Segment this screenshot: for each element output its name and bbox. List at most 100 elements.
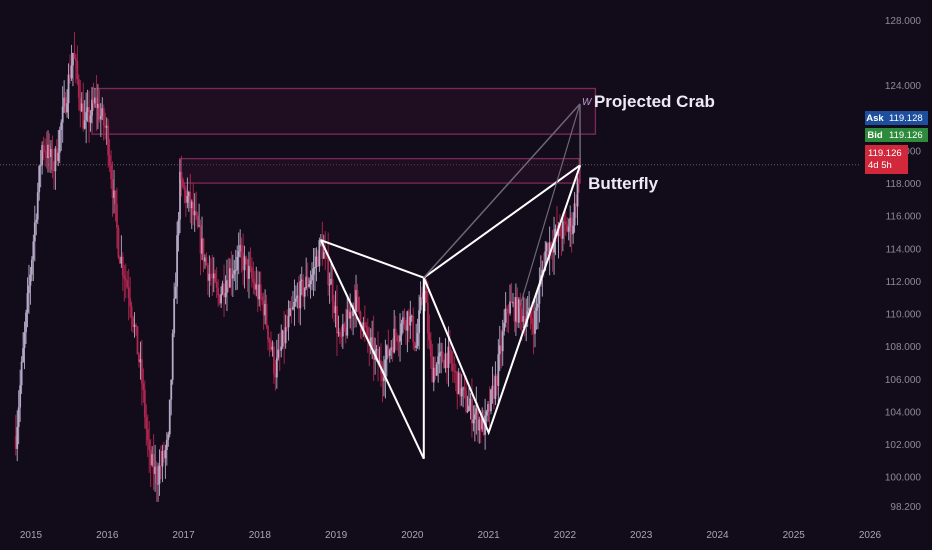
candle-body bbox=[280, 346, 283, 351]
candle-body bbox=[362, 322, 365, 332]
candle-body bbox=[324, 251, 327, 253]
candle-body bbox=[497, 354, 500, 386]
x-tick-label: 2017 bbox=[172, 530, 195, 541]
candle-body bbox=[399, 335, 401, 342]
candle-body bbox=[473, 414, 476, 420]
x-tick-label: 2016 bbox=[96, 530, 119, 541]
candle-body bbox=[410, 315, 413, 317]
candle-body bbox=[569, 217, 572, 227]
candle-body bbox=[454, 371, 457, 373]
candle-body bbox=[14, 435, 17, 449]
candle-body bbox=[551, 250, 554, 253]
candle-body bbox=[25, 312, 27, 333]
x-tick-label: 2022 bbox=[554, 530, 577, 541]
x-tick-label: 2018 bbox=[249, 530, 272, 541]
candle-body bbox=[22, 348, 24, 362]
candle-body bbox=[578, 178, 580, 184]
crab-projection-line-1 bbox=[423, 103, 581, 279]
candle-body bbox=[99, 115, 102, 120]
candle-body bbox=[441, 351, 444, 363]
candle-body bbox=[495, 376, 498, 386]
candle-body bbox=[170, 379, 173, 400]
candle-body bbox=[425, 291, 428, 303]
candle-body bbox=[89, 115, 92, 123]
candle-body bbox=[460, 388, 463, 397]
candle-body bbox=[17, 407, 20, 427]
candle-body bbox=[240, 245, 243, 253]
candle-body bbox=[127, 287, 130, 299]
candle-body bbox=[353, 305, 356, 312]
candle-body bbox=[262, 300, 265, 316]
candle-body bbox=[394, 328, 397, 336]
candle-body bbox=[278, 349, 281, 351]
candle-body bbox=[96, 103, 99, 109]
candle-body bbox=[397, 341, 400, 343]
butterfly-leg-1 bbox=[320, 239, 425, 279]
candle-body bbox=[427, 302, 429, 334]
candle-body bbox=[205, 257, 208, 266]
candle-body bbox=[466, 410, 469, 412]
candle-body bbox=[330, 278, 333, 285]
candle-body bbox=[82, 103, 85, 129]
candle-body bbox=[406, 311, 409, 331]
candle-body bbox=[478, 419, 481, 431]
candle-body bbox=[74, 58, 77, 61]
candle-body bbox=[428, 333, 431, 341]
candle-body bbox=[576, 178, 579, 207]
candle-body bbox=[73, 52, 76, 59]
y-tick-label: 118.000 bbox=[886, 179, 922, 190]
candle-body bbox=[340, 336, 343, 338]
candle-body bbox=[187, 191, 190, 197]
candle-body bbox=[393, 328, 396, 353]
candle-body bbox=[195, 211, 198, 216]
candle-body bbox=[560, 235, 563, 239]
candle-body bbox=[509, 301, 511, 314]
y-tick-label: 106.000 bbox=[885, 375, 922, 386]
candle-body bbox=[437, 356, 440, 365]
time-axis: 2015 2016 2017 2018 2019 2020 2021 2022 2023 2024… bbox=[20, 530, 882, 541]
candle-body bbox=[327, 255, 330, 285]
candle-body bbox=[305, 276, 308, 289]
crab-w-mark: W bbox=[582, 97, 593, 108]
candle-body bbox=[36, 192, 39, 220]
candle-body bbox=[346, 309, 349, 336]
candle-body bbox=[206, 265, 209, 281]
last-price-value: 119.126 bbox=[868, 147, 902, 159]
candle-body bbox=[171, 333, 174, 380]
candle-body bbox=[33, 222, 36, 242]
candle-body bbox=[545, 243, 548, 252]
candle-body bbox=[418, 310, 421, 334]
candle-body bbox=[513, 302, 516, 322]
candle-body bbox=[507, 312, 510, 314]
candle-body bbox=[45, 152, 48, 159]
candle-body bbox=[405, 325, 407, 331]
candle-body bbox=[55, 148, 58, 162]
candle-body bbox=[462, 387, 465, 389]
candle-body bbox=[220, 294, 222, 304]
candle-body bbox=[407, 311, 410, 326]
candle-body bbox=[199, 225, 202, 254]
candle-body bbox=[450, 350, 453, 364]
candle-body bbox=[575, 203, 577, 207]
candle-body bbox=[435, 364, 438, 376]
candle-body bbox=[563, 221, 566, 223]
candle-body bbox=[167, 434, 170, 440]
candle-body bbox=[375, 349, 378, 351]
candle-body bbox=[504, 308, 507, 323]
supply-zones bbox=[91, 87, 597, 184]
candle-body bbox=[349, 312, 352, 319]
y-tick-label: 114.000 bbox=[886, 244, 922, 255]
candle-body bbox=[322, 251, 325, 259]
candle-body bbox=[429, 340, 432, 357]
candle-body bbox=[246, 259, 249, 279]
candle-body bbox=[121, 256, 124, 276]
candle-body bbox=[438, 352, 441, 357]
candle-body bbox=[465, 390, 467, 412]
candle-body bbox=[275, 357, 278, 378]
candle-body bbox=[336, 306, 338, 334]
candle-body bbox=[249, 265, 252, 268]
candle-body bbox=[501, 331, 504, 352]
candle-body bbox=[302, 279, 305, 297]
candle-body bbox=[94, 97, 96, 104]
